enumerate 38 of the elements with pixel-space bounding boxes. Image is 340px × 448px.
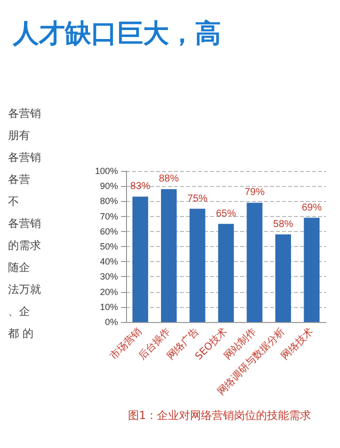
y-tick-label: 60% <box>100 226 118 236</box>
y-tick-label: 100% <box>94 166 118 176</box>
data-label: 88% <box>158 174 179 185</box>
text: 随企 <box>8 261 30 274</box>
text: 各营销 <box>8 217 41 230</box>
y-tick-label: 40% <box>100 256 118 267</box>
bar <box>246 202 262 322</box>
text: 都 的 <box>8 327 34 340</box>
text: 各营销 <box>8 151 41 164</box>
y-tick-label: 90% <box>100 181 118 192</box>
y-tick-label: 50% <box>100 242 118 252</box>
data-label: 79% <box>244 187 265 198</box>
data-label: 69% <box>302 202 322 214</box>
y-tick-label: 70% <box>100 211 118 222</box>
data-label: 75% <box>187 193 208 204</box>
text: 法万就 <box>8 283 41 296</box>
data-label: 83% <box>130 181 150 192</box>
text: 、企 <box>8 305 30 318</box>
y-tick-label: 80% <box>100 196 118 206</box>
text: 的需求 <box>8 239 41 252</box>
text: 各营 <box>8 173 30 186</box>
bar <box>132 196 148 322</box>
text: 不 <box>8 195 19 208</box>
data-label: 58% <box>273 218 294 230</box>
y-tick-label: 10% <box>100 302 118 312</box>
caption: 图1：企业对网络营销岗位的技能需求 <box>128 409 311 422</box>
data-label: 65% <box>216 208 236 220</box>
y-tick-label: 0% <box>104 317 118 327</box>
text: 各营销 <box>8 107 41 120</box>
bar <box>190 208 206 322</box>
y-tick-label: 20% <box>100 286 118 297</box>
bar <box>275 234 291 322</box>
text: 朋有 <box>8 129 30 142</box>
chart-title: 人才缺口巨大，高 <box>12 19 221 49</box>
bar <box>218 224 234 322</box>
y-tick-label: 30% <box>100 272 118 282</box>
bar <box>304 218 320 322</box>
bar <box>161 189 177 322</box>
